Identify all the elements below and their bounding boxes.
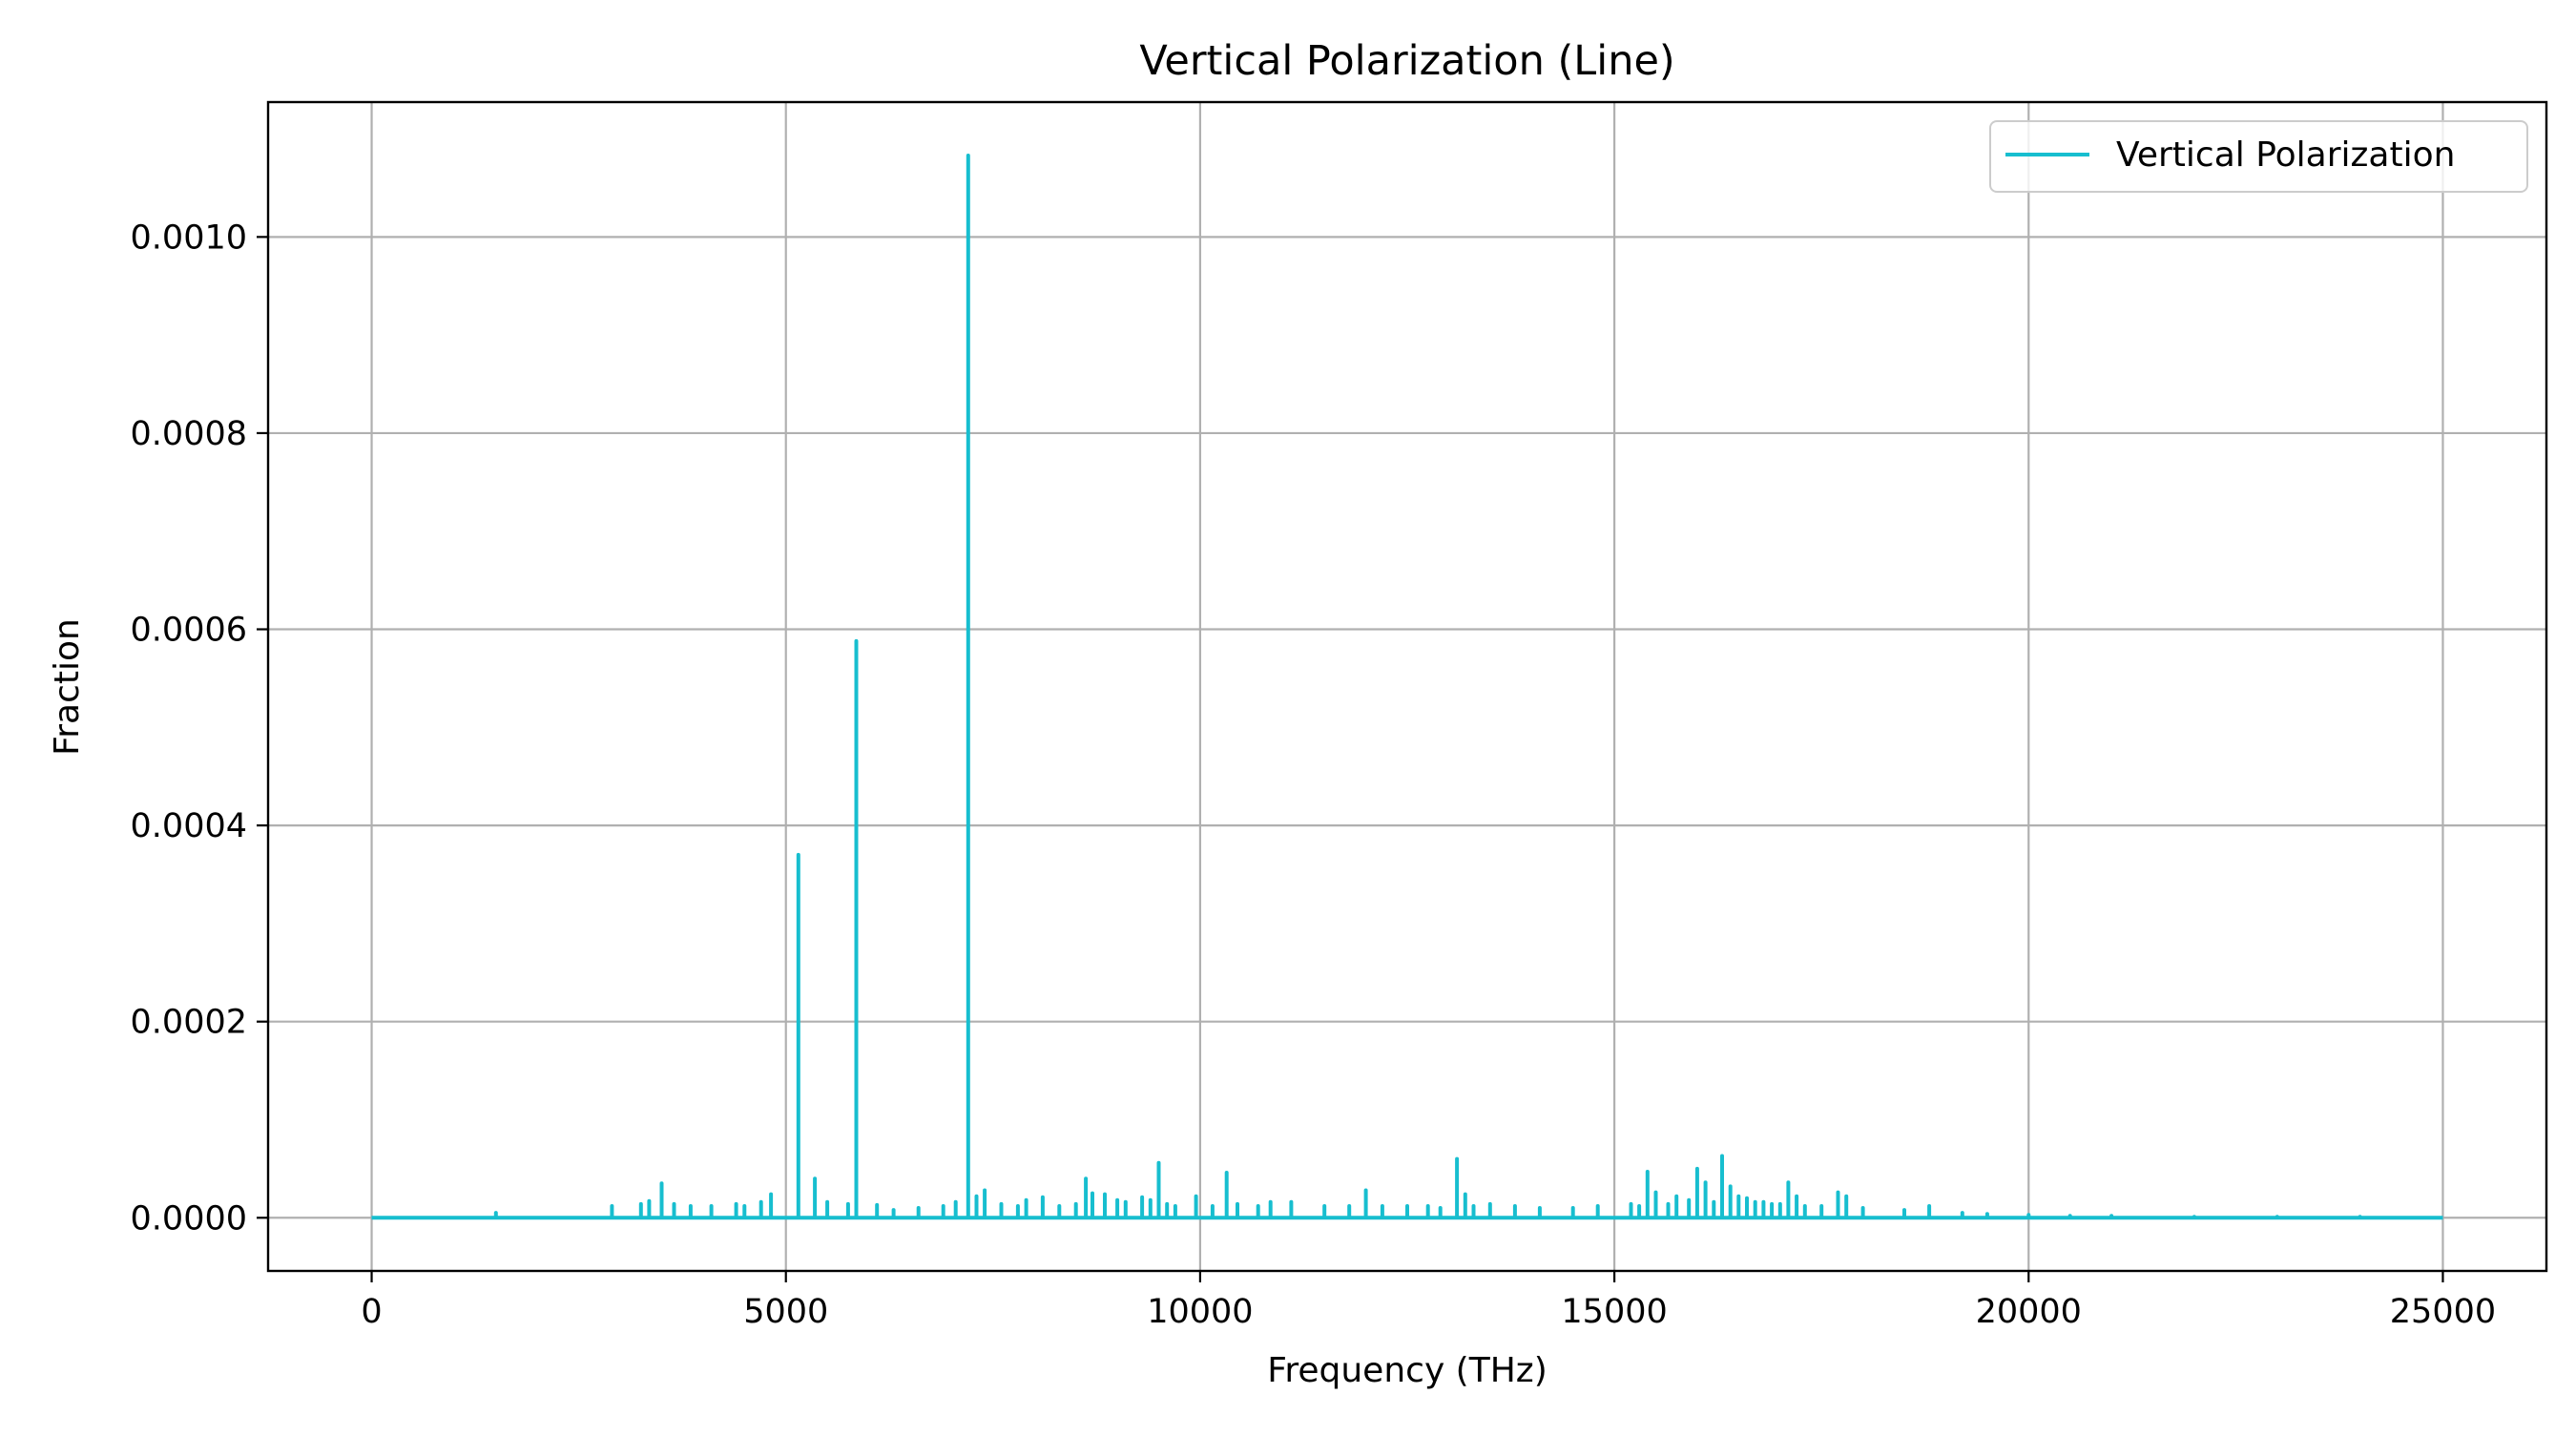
y-tick-label: 0.0004: [131, 807, 247, 845]
y-tick-label: 0.0006: [131, 612, 247, 650]
x-axis-label: Frequency (THz): [1267, 1351, 1547, 1390]
x-tick-label: 10000: [1147, 1293, 1253, 1331]
y-tick-label: 0.0000: [131, 1199, 247, 1238]
x-tick-label: 15000: [1561, 1293, 1667, 1331]
legend-box: [1989, 120, 2528, 193]
series-line: [371, 154, 2443, 1220]
y-axis-label: Fraction: [48, 618, 87, 756]
legend: Vertical Polarization: [1989, 120, 2528, 193]
legend-label: Vertical Polarization: [2116, 135, 2455, 175]
y-tick-label: 0.0010: [131, 219, 247, 257]
chart-title: Vertical Polarization (Line): [1139, 37, 1674, 85]
x-tick-label: 25000: [2390, 1293, 2496, 1331]
x-tick-label: 0: [361, 1293, 382, 1331]
y-axis: 0.0000 0.0002 0.0004 0.0006 0.0008 0.0010: [131, 219, 268, 1238]
x-axis: 0 5000 10000 15000 20000 25000: [361, 1271, 2496, 1331]
series-layer: [371, 154, 2443, 1220]
plot-frame: [266, 100, 2548, 1273]
y-tick-label: 0.0002: [131, 1004, 247, 1042]
x-tick-label: 20000: [1976, 1293, 2082, 1331]
y-tick-label: 0.0008: [131, 415, 247, 453]
x-tick-label: 5000: [743, 1293, 828, 1331]
